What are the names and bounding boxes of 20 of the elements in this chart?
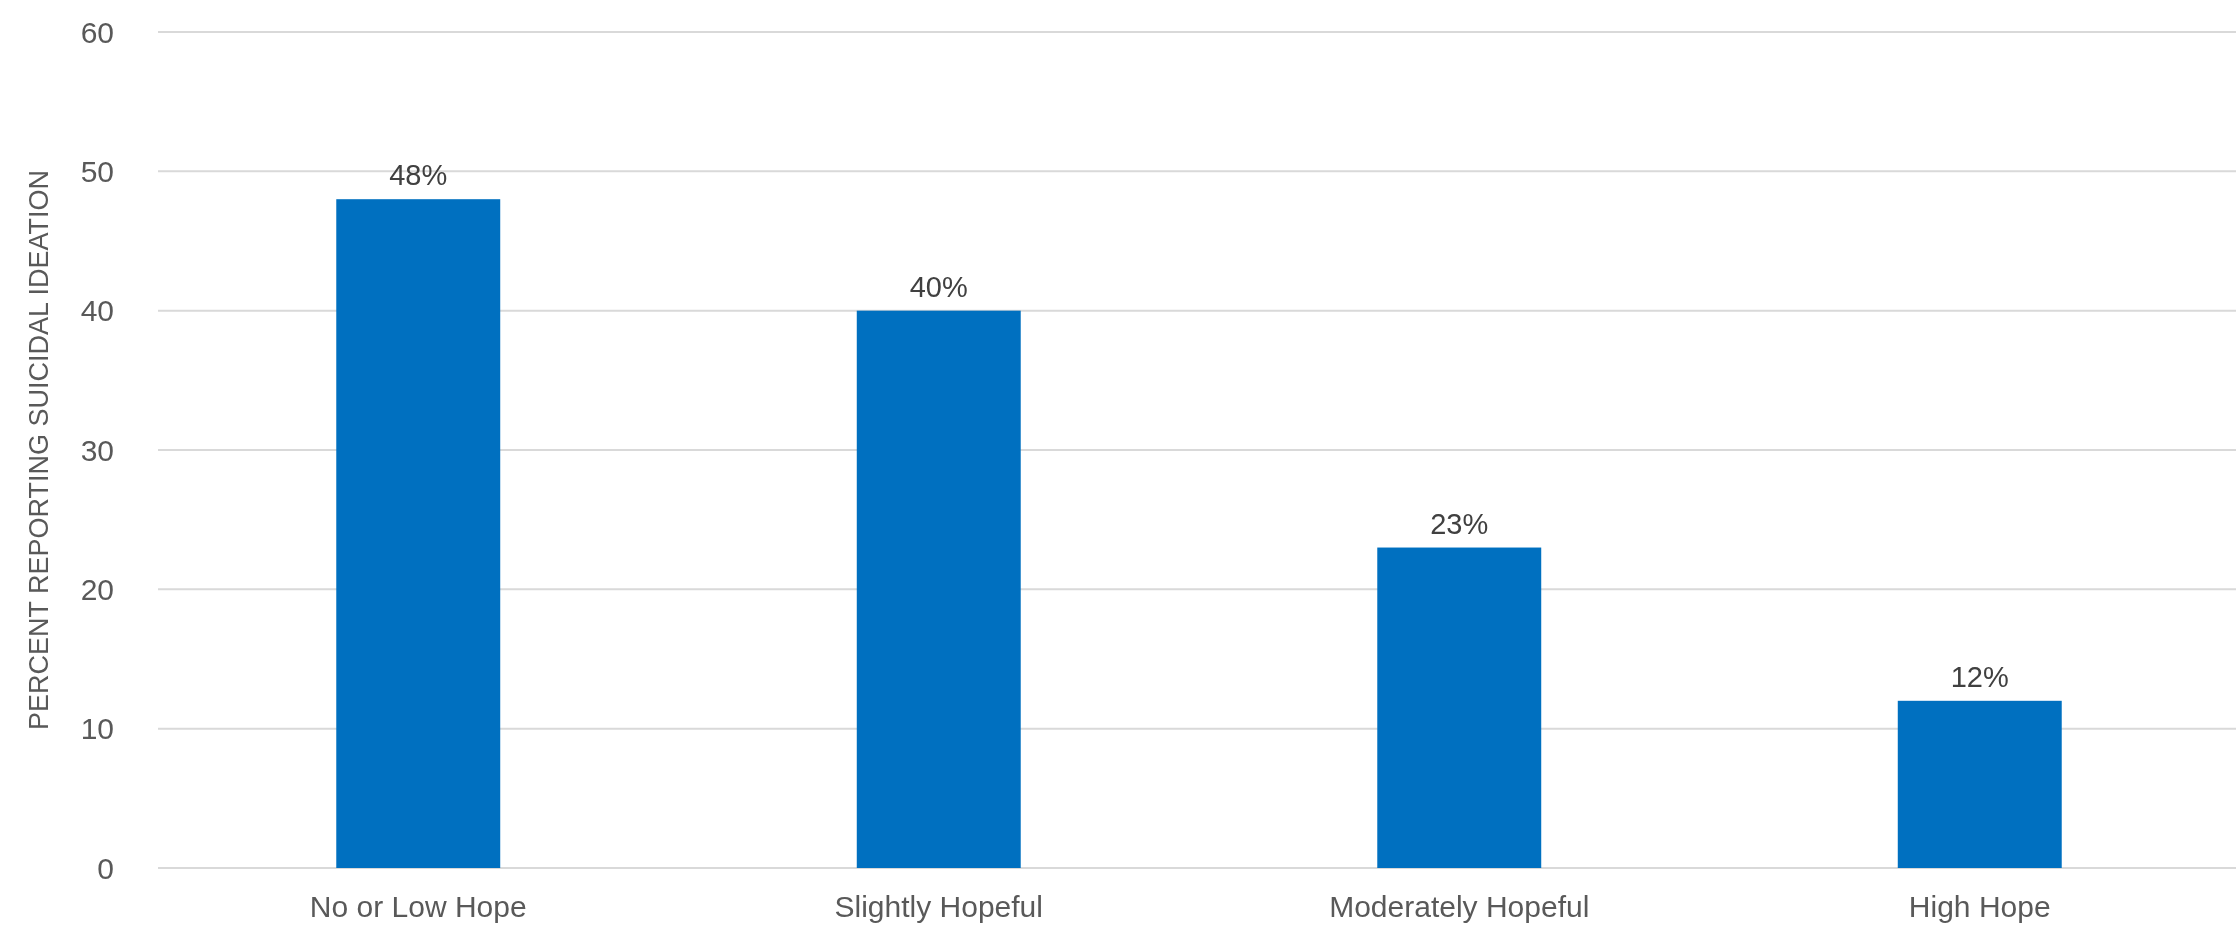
y-tick-label: 0 [97, 851, 114, 885]
data-label: 12% [1950, 660, 2009, 693]
x-tick-label: Slightly Hopeful [834, 890, 1043, 923]
bar [1377, 547, 1542, 868]
x-tick-label: High Hope [1908, 890, 2051, 923]
x-tick-label: Moderately Hopeful [1329, 890, 1590, 923]
y-axis-title: PERCENT REPORTING SUICIDAL IDEATION [24, 169, 54, 731]
data-label: 23% [1430, 507, 1489, 540]
data-label: 40% [909, 270, 968, 303]
y-tick-label: 20 [80, 572, 114, 606]
y-tick-label: 40 [80, 294, 114, 328]
x-tick-label: No or Low Hope [309, 890, 527, 923]
y-tick-label: 60 [80, 15, 114, 49]
y-tick-label: 50 [80, 154, 114, 188]
bar [856, 310, 1021, 868]
bar [1897, 700, 2062, 868]
bar [336, 199, 501, 868]
y-tick-label: 30 [80, 433, 114, 467]
data-label: 48% [389, 159, 448, 192]
y-tick-label: 10 [80, 712, 114, 746]
